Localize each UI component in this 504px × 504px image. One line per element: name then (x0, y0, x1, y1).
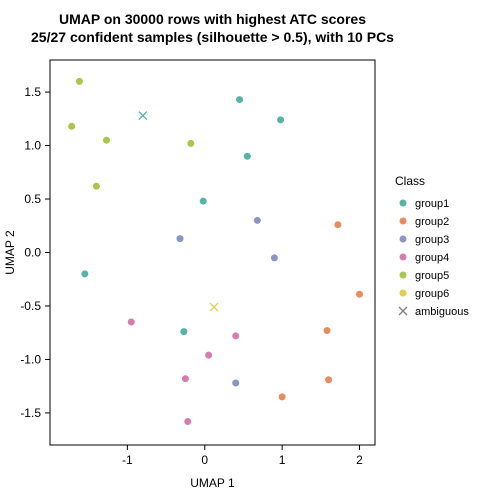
legend-label: group3 (415, 234, 449, 246)
data-point (200, 198, 207, 205)
data-point (180, 328, 187, 335)
plot-area (50, 60, 375, 445)
data-point (254, 217, 261, 224)
chart-title-line1: UMAP on 30000 rows with highest ATC scor… (59, 11, 366, 27)
data-point (182, 375, 189, 382)
data-point (205, 352, 212, 359)
data-point (324, 327, 331, 334)
legend-marker (400, 272, 407, 279)
data-point (236, 96, 243, 103)
data-point (76, 78, 83, 85)
legend-label: group5 (415, 270, 449, 282)
legend-marker (400, 200, 407, 207)
data-point (244, 153, 251, 160)
data-point (187, 140, 194, 147)
data-point (128, 319, 135, 326)
x-tick-label: -1 (122, 453, 133, 467)
y-tick-label: 0.5 (24, 192, 41, 206)
y-axis-label: UMAP 2 (3, 230, 17, 275)
legend-label: group4 (415, 252, 449, 264)
y-tick-label: -1.5 (20, 406, 41, 420)
data-point (81, 270, 88, 277)
x-tick-label: 0 (201, 453, 208, 467)
legend-marker (400, 236, 407, 243)
y-tick-label: 1.5 (24, 85, 41, 99)
data-point (68, 123, 75, 130)
data-point (177, 235, 184, 242)
y-tick-label: 0.0 (24, 246, 41, 260)
legend-label: ambiguous (415, 306, 469, 318)
legend-marker (400, 290, 407, 297)
data-point (93, 183, 100, 190)
legend-label: group2 (415, 216, 449, 228)
data-point (356, 291, 363, 298)
data-point (279, 393, 286, 400)
legend-marker (400, 254, 407, 261)
data-point (277, 116, 284, 123)
legend-label: group1 (415, 198, 449, 210)
data-point (271, 254, 278, 261)
umap-scatter-chart: -1 0 1 2 -1.5 -1.0 -0.5 0.0 0.5 1.0 1.5 UMAP 1 UMAP … (0, 0, 504, 504)
legend-marker (400, 218, 407, 225)
data-point (232, 332, 239, 339)
legend-label: group6 (415, 288, 449, 300)
x-tick-label: 1 (279, 453, 286, 467)
y-tick-label: -0.5 (20, 299, 41, 313)
data-point (184, 418, 191, 425)
y-tick-label: 1.0 (24, 139, 41, 153)
data-point (232, 379, 239, 386)
y-tick-label: -1.0 (20, 352, 41, 366)
chart-title-line2: 25/27 confident samples (silhouette > 0.… (31, 29, 394, 45)
data-point (334, 221, 341, 228)
x-axis-label: UMAP 1 (190, 476, 235, 490)
x-tick-label: 2 (356, 453, 363, 467)
data-point (325, 376, 332, 383)
legend-title: Class (395, 174, 425, 188)
data-point (103, 137, 110, 144)
